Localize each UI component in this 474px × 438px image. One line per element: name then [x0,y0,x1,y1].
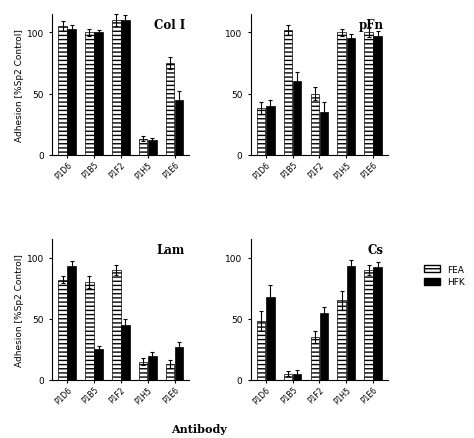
Bar [121,21,130,155]
Text: Antibody: Antibody [171,423,227,434]
Bar [94,350,103,380]
Bar [284,31,292,155]
Bar [94,33,103,155]
Bar [293,374,301,380]
Text: Lam: Lam [157,244,185,257]
Bar [364,270,373,380]
Bar [166,364,174,380]
Bar [139,362,147,380]
Bar [166,64,174,155]
Bar [374,268,382,380]
Bar [284,374,292,380]
Bar [319,313,328,380]
Bar [293,82,301,155]
Text: Cs: Cs [368,244,384,257]
Bar [139,140,147,155]
Bar [337,33,346,155]
Bar [346,39,355,155]
Bar [266,297,274,380]
Bar [319,113,328,155]
Bar [85,283,94,380]
Bar [58,27,67,155]
Bar [337,301,346,380]
Bar [374,37,382,155]
Bar [85,33,94,155]
Bar [58,280,67,380]
Bar [121,325,130,380]
Text: pFn: pFn [359,19,384,32]
Bar [310,337,319,380]
Bar [175,347,183,380]
Bar [112,270,120,380]
Bar [310,94,319,155]
Bar [67,267,76,380]
Bar [175,100,183,155]
Bar [364,33,373,155]
Bar [148,356,156,380]
Bar [148,141,156,155]
Bar [266,106,274,155]
Bar [346,267,355,380]
Bar [257,109,265,155]
Y-axis label: Adhesion [%Sp2 Control]: Adhesion [%Sp2 Control] [15,254,24,366]
Bar [67,30,76,155]
Text: Col I: Col I [154,19,185,32]
Legend: FEA, HFK: FEA, HFK [424,265,465,287]
Bar [257,321,265,380]
Bar [112,21,120,155]
Y-axis label: Adhesion [%Sp2 Control]: Adhesion [%Sp2 Control] [15,29,24,141]
